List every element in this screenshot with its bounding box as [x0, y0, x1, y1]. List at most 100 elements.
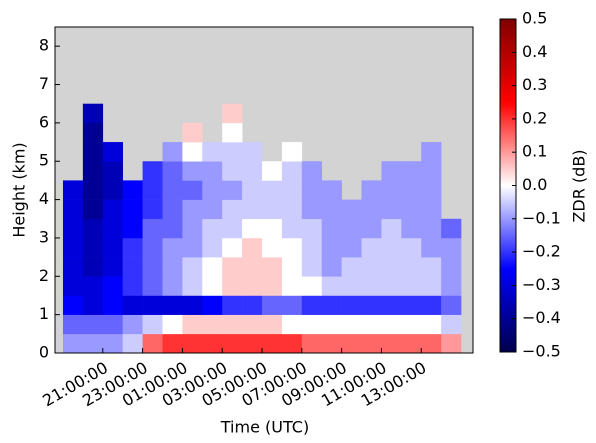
heatmap-cell [401, 218, 422, 239]
heatmap-cell [222, 161, 243, 181]
heatmap-cell [202, 199, 223, 220]
heatmap-cell [381, 314, 402, 335]
heatmap-cell [82, 333, 104, 354]
heatmap-cell [421, 161, 442, 181]
heatmap-cell [301, 180, 323, 200]
heatmap-cell [321, 333, 342, 354]
heatmap-cell [62, 237, 84, 258]
heatmap-cell [341, 333, 362, 354]
heatmap-cell [122, 314, 143, 335]
heatmap-cell [162, 218, 183, 239]
heatmap-cell [162, 257, 183, 277]
heatmap-cell [62, 218, 84, 239]
heatmap-cell [182, 314, 203, 335]
heatmap-cell [281, 295, 303, 315]
heatmap-cell [281, 218, 303, 239]
heatmap-cell [262, 180, 283, 200]
heatmap-cell [321, 237, 342, 258]
heatmap-cell [421, 314, 442, 335]
heatmap-cell [202, 314, 223, 335]
heatmap-cell [182, 333, 203, 354]
colorbar-tick-label: 0.5 [522, 9, 547, 28]
heatmap-cell [321, 257, 342, 277]
colorbar-tick-label: −0.2 [522, 242, 561, 261]
heatmap-cell [202, 276, 223, 296]
heatmap-cell [222, 142, 243, 162]
heatmap-cell [361, 314, 382, 335]
heatmap-cell [142, 257, 163, 277]
heatmap-cell [182, 199, 203, 220]
heatmap-cell [222, 180, 243, 200]
heatmap-cell [142, 237, 163, 258]
y-tick-label: 1 [39, 304, 49, 323]
heatmap-cell [281, 333, 303, 354]
heatmap-cell [341, 199, 362, 220]
heatmap-cell [281, 257, 303, 277]
heatmap-cell [341, 295, 362, 315]
heatmap-cell [242, 142, 263, 162]
heatmap-cell [222, 199, 243, 220]
colorbar-tick-label: 0.1 [522, 142, 547, 161]
heatmap-cell [82, 103, 104, 124]
heatmap-cell [142, 333, 163, 354]
heatmap-cell [421, 257, 442, 277]
heatmap-cell [421, 276, 442, 296]
heatmap-cell [222, 218, 243, 239]
heatmap-cell [162, 237, 183, 258]
heatmap-cell [341, 218, 362, 239]
heatmap-cell [182, 218, 203, 239]
heatmap-cell [122, 257, 143, 277]
heatmap-cell [62, 257, 84, 277]
heatmap-cell [301, 276, 323, 296]
heatmap-cell [162, 161, 183, 181]
heatmap-cell [281, 142, 303, 162]
heatmap-cell [182, 142, 203, 162]
heatmap-cell [441, 257, 462, 277]
heatmap-cell [262, 257, 283, 277]
heatmap-cell [361, 218, 382, 239]
heatmap-cell [361, 333, 382, 354]
heatmap-cell [122, 333, 143, 354]
heatmap-cell [381, 257, 402, 277]
heatmap-cell [102, 142, 123, 162]
heatmap-cell [421, 333, 442, 354]
heatmap-cell [421, 180, 442, 200]
heatmap-cell [222, 314, 243, 335]
heatmap-cell [182, 237, 203, 258]
colorbar-tick-label: −0.3 [522, 275, 561, 294]
heatmap-cell [202, 218, 223, 239]
heatmap-cell [62, 276, 84, 296]
heatmap-cell [242, 257, 263, 277]
heatmap-cell [401, 314, 422, 335]
heatmap-cell [222, 276, 243, 296]
heatmap-cell [321, 295, 342, 315]
heatmap-cell [361, 295, 382, 315]
heatmap-cell [182, 295, 203, 315]
heatmap-cell [381, 295, 402, 315]
colorbar-tick-label: −0.5 [522, 342, 561, 361]
heatmap-cell [421, 199, 442, 220]
plot-frame [54, 26, 474, 354]
heatmap-cell [82, 237, 104, 258]
heatmap-cell [202, 180, 223, 200]
heatmap-cell [401, 276, 422, 296]
heatmap-cell [102, 199, 123, 220]
heatmap-cell [222, 103, 243, 124]
heatmap-cell [82, 122, 104, 143]
heatmap-cell [242, 276, 263, 296]
heatmap-cell [401, 237, 422, 258]
heatmap-cell [301, 295, 323, 315]
heatmap-cell [202, 295, 223, 315]
heatmap-cell [262, 237, 283, 258]
heatmap-cell [321, 218, 342, 239]
heatmap-cell [381, 237, 402, 258]
colorbar-tick-label: 0.2 [522, 108, 547, 127]
heatmap-cell [361, 276, 382, 296]
heatmap-cell [102, 295, 123, 315]
heatmap-cell [262, 295, 283, 315]
heatmap-cell [361, 199, 382, 220]
heatmap-cell [162, 314, 183, 335]
heatmap-cell [222, 122, 243, 143]
heatmap-cell [102, 276, 123, 296]
heatmap-cell [262, 161, 283, 181]
